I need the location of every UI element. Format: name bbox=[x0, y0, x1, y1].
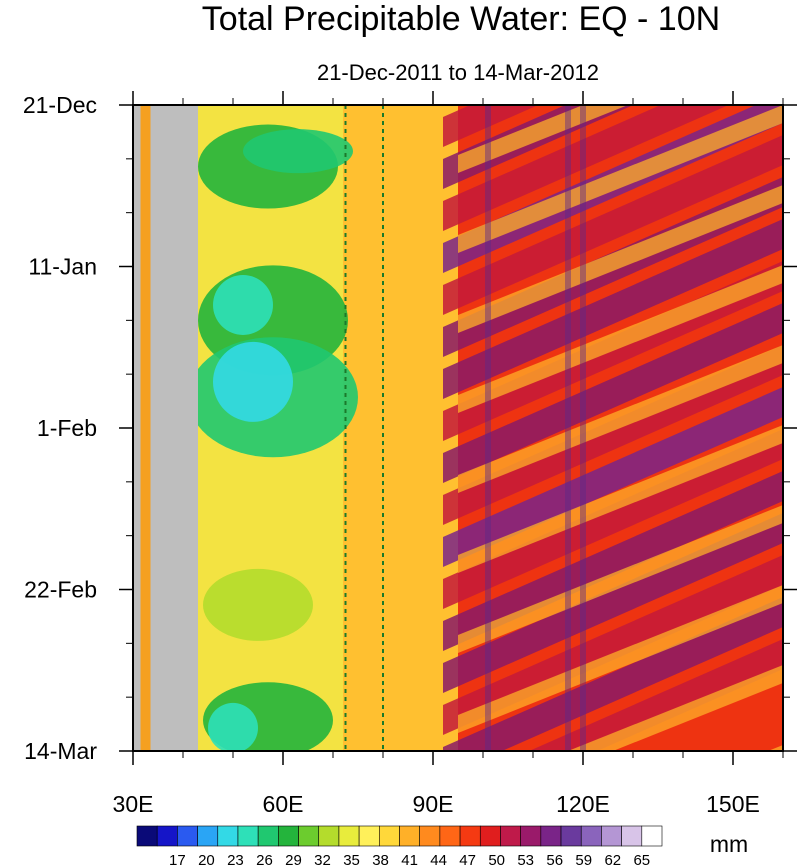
colorbar-label: 32 bbox=[314, 852, 331, 867]
colorbar-label: 59 bbox=[575, 852, 592, 867]
colorbar-label: 53 bbox=[517, 852, 534, 867]
colorbar-box bbox=[358, 825, 380, 847]
plot-area bbox=[133, 105, 783, 751]
colorbar-box bbox=[379, 825, 400, 847]
colorbar-box bbox=[338, 825, 360, 847]
colorbar-box bbox=[580, 825, 602, 847]
band-east-streak bbox=[443, 135, 783, 315]
colorbar-label: 29 bbox=[285, 852, 302, 867]
band-east-orange bbox=[768, 745, 783, 751]
band-east-streak bbox=[443, 105, 539, 147]
chart-subtitle: 21-Dec-2011 to 14-Mar-2012 bbox=[317, 60, 599, 85]
band-east-orange bbox=[458, 105, 628, 173]
band-seam bbox=[580, 105, 586, 751]
band-east-orange bbox=[458, 185, 783, 333]
colorbar-label: 20 bbox=[198, 852, 215, 867]
colorbar-box bbox=[136, 825, 158, 847]
colorbar-box bbox=[479, 825, 501, 847]
colorbar-box bbox=[459, 825, 481, 847]
field-bands bbox=[198, 105, 783, 751]
band-east-streak bbox=[443, 513, 783, 693]
x-axis: 30E 60E 90E 120E 150E bbox=[113, 91, 784, 817]
band-east-streak bbox=[443, 105, 729, 231]
y-axis: 21-Dec 11-Jan 1-Feb 22-Feb 14-Mar bbox=[23, 92, 797, 764]
colorbar: 17 20 23 26 29 32 35 38 41 44 47 50 53 56 59 62 65 bbox=[136, 825, 663, 867]
colorbar-box bbox=[540, 825, 562, 847]
colorbar-box bbox=[257, 825, 279, 847]
colorbar-label: 50 bbox=[488, 852, 505, 867]
band-east-orange bbox=[458, 345, 783, 493]
colorbar-label: 65 bbox=[633, 852, 650, 867]
land-mask-strip bbox=[150, 105, 198, 751]
band-east-orange bbox=[458, 505, 783, 653]
colorbar-units: mm bbox=[710, 831, 748, 857]
x-tick-label: 30E bbox=[113, 791, 154, 817]
x-tick-label: 150E bbox=[706, 791, 760, 817]
colorbar-label: 17 bbox=[169, 852, 186, 867]
x-tick-label: 120E bbox=[556, 791, 610, 817]
colorbar-label: 38 bbox=[372, 852, 389, 867]
colorbar-box bbox=[520, 825, 542, 847]
colorbar-label: 47 bbox=[459, 852, 476, 867]
colorbar-label: 44 bbox=[430, 852, 447, 867]
band-east-orange bbox=[568, 665, 783, 751]
colorbar-box bbox=[156, 825, 178, 847]
band-seam bbox=[485, 105, 491, 751]
field-blob bbox=[213, 341, 293, 422]
band-east-streak bbox=[443, 105, 634, 189]
colorbar-box bbox=[217, 825, 239, 847]
colorbar-label: 23 bbox=[227, 852, 244, 867]
field-blob bbox=[208, 702, 258, 751]
chart-title: Total Precipitable Water: EQ - 10N bbox=[202, 0, 720, 38]
band-east-streak bbox=[529, 639, 783, 751]
colorbar-box bbox=[439, 825, 461, 847]
colorbar-box bbox=[237, 825, 259, 847]
band-seam bbox=[565, 105, 571, 751]
colorbar-box bbox=[621, 825, 643, 847]
field-blob bbox=[243, 129, 353, 174]
band-east-orange bbox=[458, 105, 783, 253]
colorbar-box bbox=[601, 825, 622, 847]
y-tick-label: 21-Dec bbox=[23, 92, 97, 118]
colorbar-box bbox=[419, 825, 441, 847]
band-east-orange bbox=[458, 585, 783, 733]
land-mask bbox=[133, 105, 198, 751]
field-blob bbox=[213, 274, 273, 335]
colorbar-label: 56 bbox=[546, 852, 563, 867]
land-mask-strip bbox=[133, 105, 141, 751]
coastal-strip bbox=[140, 105, 151, 751]
band-east-streak bbox=[443, 387, 783, 567]
y-tick-label: 11-Jan bbox=[28, 254, 97, 280]
colorbar-box bbox=[560, 825, 582, 847]
colorbar-box bbox=[197, 825, 219, 847]
x-tick-label: 60E bbox=[263, 791, 304, 817]
colorbar-box bbox=[278, 825, 299, 847]
y-tick-label: 1-Feb bbox=[37, 415, 97, 441]
colorbar-box bbox=[641, 825, 663, 847]
colorbar-label: 26 bbox=[256, 852, 273, 867]
band-east-streak bbox=[443, 303, 783, 483]
field-blobs bbox=[188, 124, 358, 751]
band-east-orange bbox=[458, 425, 783, 573]
colorbar-box bbox=[298, 825, 320, 847]
y-tick-label: 22-Feb bbox=[24, 577, 97, 603]
x-tick-label: 90E bbox=[413, 791, 454, 817]
band-east-streak bbox=[443, 471, 783, 651]
colorbar-box bbox=[177, 825, 198, 847]
field-blob bbox=[203, 568, 313, 641]
band-east-orange bbox=[458, 265, 783, 413]
colorbar-label: 62 bbox=[604, 852, 621, 867]
y-tick-label: 14-Mar bbox=[24, 738, 97, 764]
colorbar-label: 35 bbox=[343, 852, 360, 867]
reference-lines bbox=[344, 105, 384, 751]
colorbar-box bbox=[318, 825, 340, 847]
band-transition bbox=[343, 105, 458, 751]
colorbar-label: 41 bbox=[401, 852, 418, 867]
colorbar-box bbox=[399, 825, 420, 847]
band-east-streak bbox=[443, 219, 783, 399]
colorbar-box bbox=[500, 825, 521, 847]
